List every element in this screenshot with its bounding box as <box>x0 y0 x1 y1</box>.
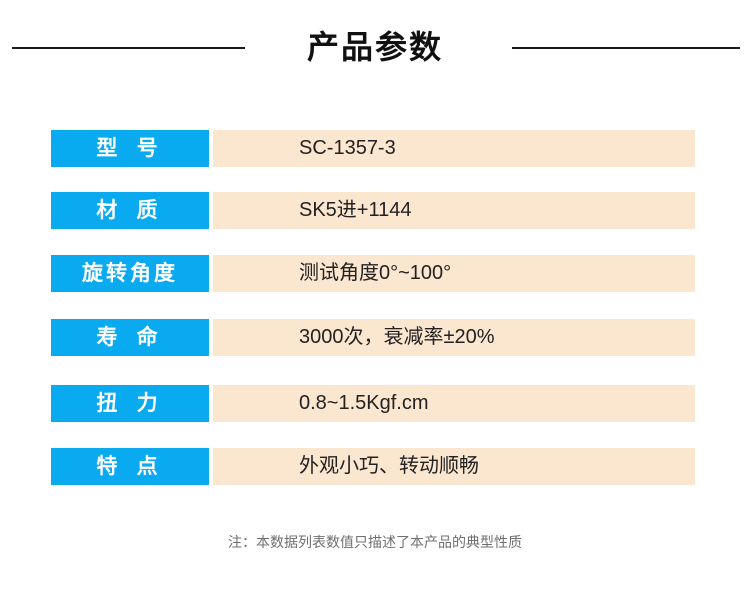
param-row-torque: 扭 力 0.8~1.5Kgf.cm <box>51 385 695 422</box>
param-label-rotation-angle: 旋转角度 <box>51 255 209 292</box>
header-divider-right <box>512 47 740 49</box>
param-row-model: 型 号 SC-1357-3 <box>51 130 695 167</box>
param-value-rotation-angle: 测试角度0°~100° <box>213 255 695 292</box>
header-divider-left <box>12 47 245 49</box>
param-label-features: 特 点 <box>51 448 209 485</box>
param-value-material: SK5进+1144 <box>213 192 695 229</box>
param-row-rotation-angle: 旋转角度 测试角度0°~100° <box>51 255 695 292</box>
section-header: 产品参数 <box>0 22 750 72</box>
param-value-torque: 0.8~1.5Kgf.cm <box>213 385 695 422</box>
param-label-model: 型 号 <box>51 130 209 167</box>
param-row-material: 材 质 SK5进+1144 <box>51 192 695 229</box>
param-label-lifespan: 寿 命 <box>51 319 209 356</box>
param-value-model: SC-1357-3 <box>213 130 695 167</box>
param-label-torque: 扭 力 <box>51 385 209 422</box>
footnote: 注：本数据列表数值只描述了本产品的典型性质 <box>228 535 522 551</box>
param-row-features: 特 点 外观小巧、转动顺畅 <box>51 448 695 485</box>
param-value-lifespan: 3000次，衰减率±20% <box>213 319 695 356</box>
param-label-material: 材 质 <box>51 192 209 229</box>
param-value-features: 外观小巧、转动顺畅 <box>213 448 695 485</box>
param-row-lifespan: 寿 命 3000次，衰减率±20% <box>51 319 695 356</box>
page-title: 产品参数 <box>306 28 443 66</box>
